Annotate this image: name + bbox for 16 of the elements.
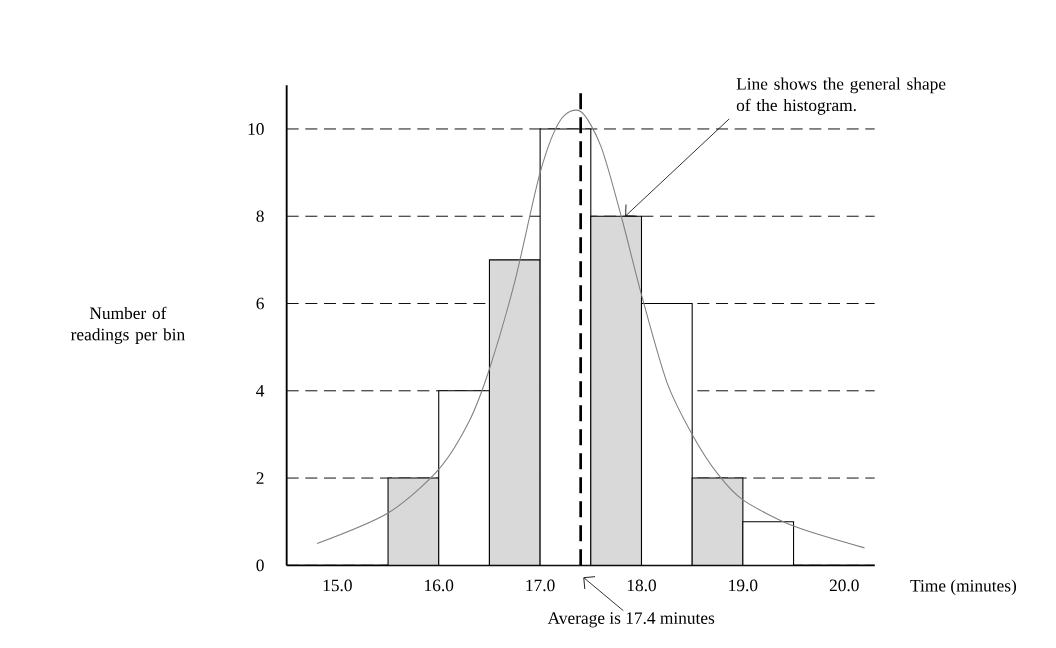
x-tick-label: 20.0 xyxy=(829,579,859,592)
x-tick-label: 18.0 xyxy=(627,579,656,592)
y-tick-label: 2 xyxy=(256,472,264,484)
y-tick-label: 0 xyxy=(256,559,264,572)
annotation: Line shows the general shape of the histogram. xyxy=(736,77,946,115)
y-axis-title: Number of readings per bin xyxy=(70,306,185,344)
x-tick-label: 15.0 xyxy=(323,579,352,592)
y-tick-label: 4 xyxy=(256,385,265,397)
x-tick-label: 17.0 xyxy=(526,579,555,592)
x-tick-label: 19.0 xyxy=(729,579,758,592)
y-tick-label: 8 xyxy=(256,210,264,223)
y-tick-label: 10 xyxy=(248,123,264,135)
y-tick-label: 6 xyxy=(256,297,264,310)
x-axis-title: Time (minutes) xyxy=(910,579,1017,596)
x-tick-label: 16.0 xyxy=(425,579,454,592)
legend-label: Average is 17.4 minutes xyxy=(547,612,715,628)
